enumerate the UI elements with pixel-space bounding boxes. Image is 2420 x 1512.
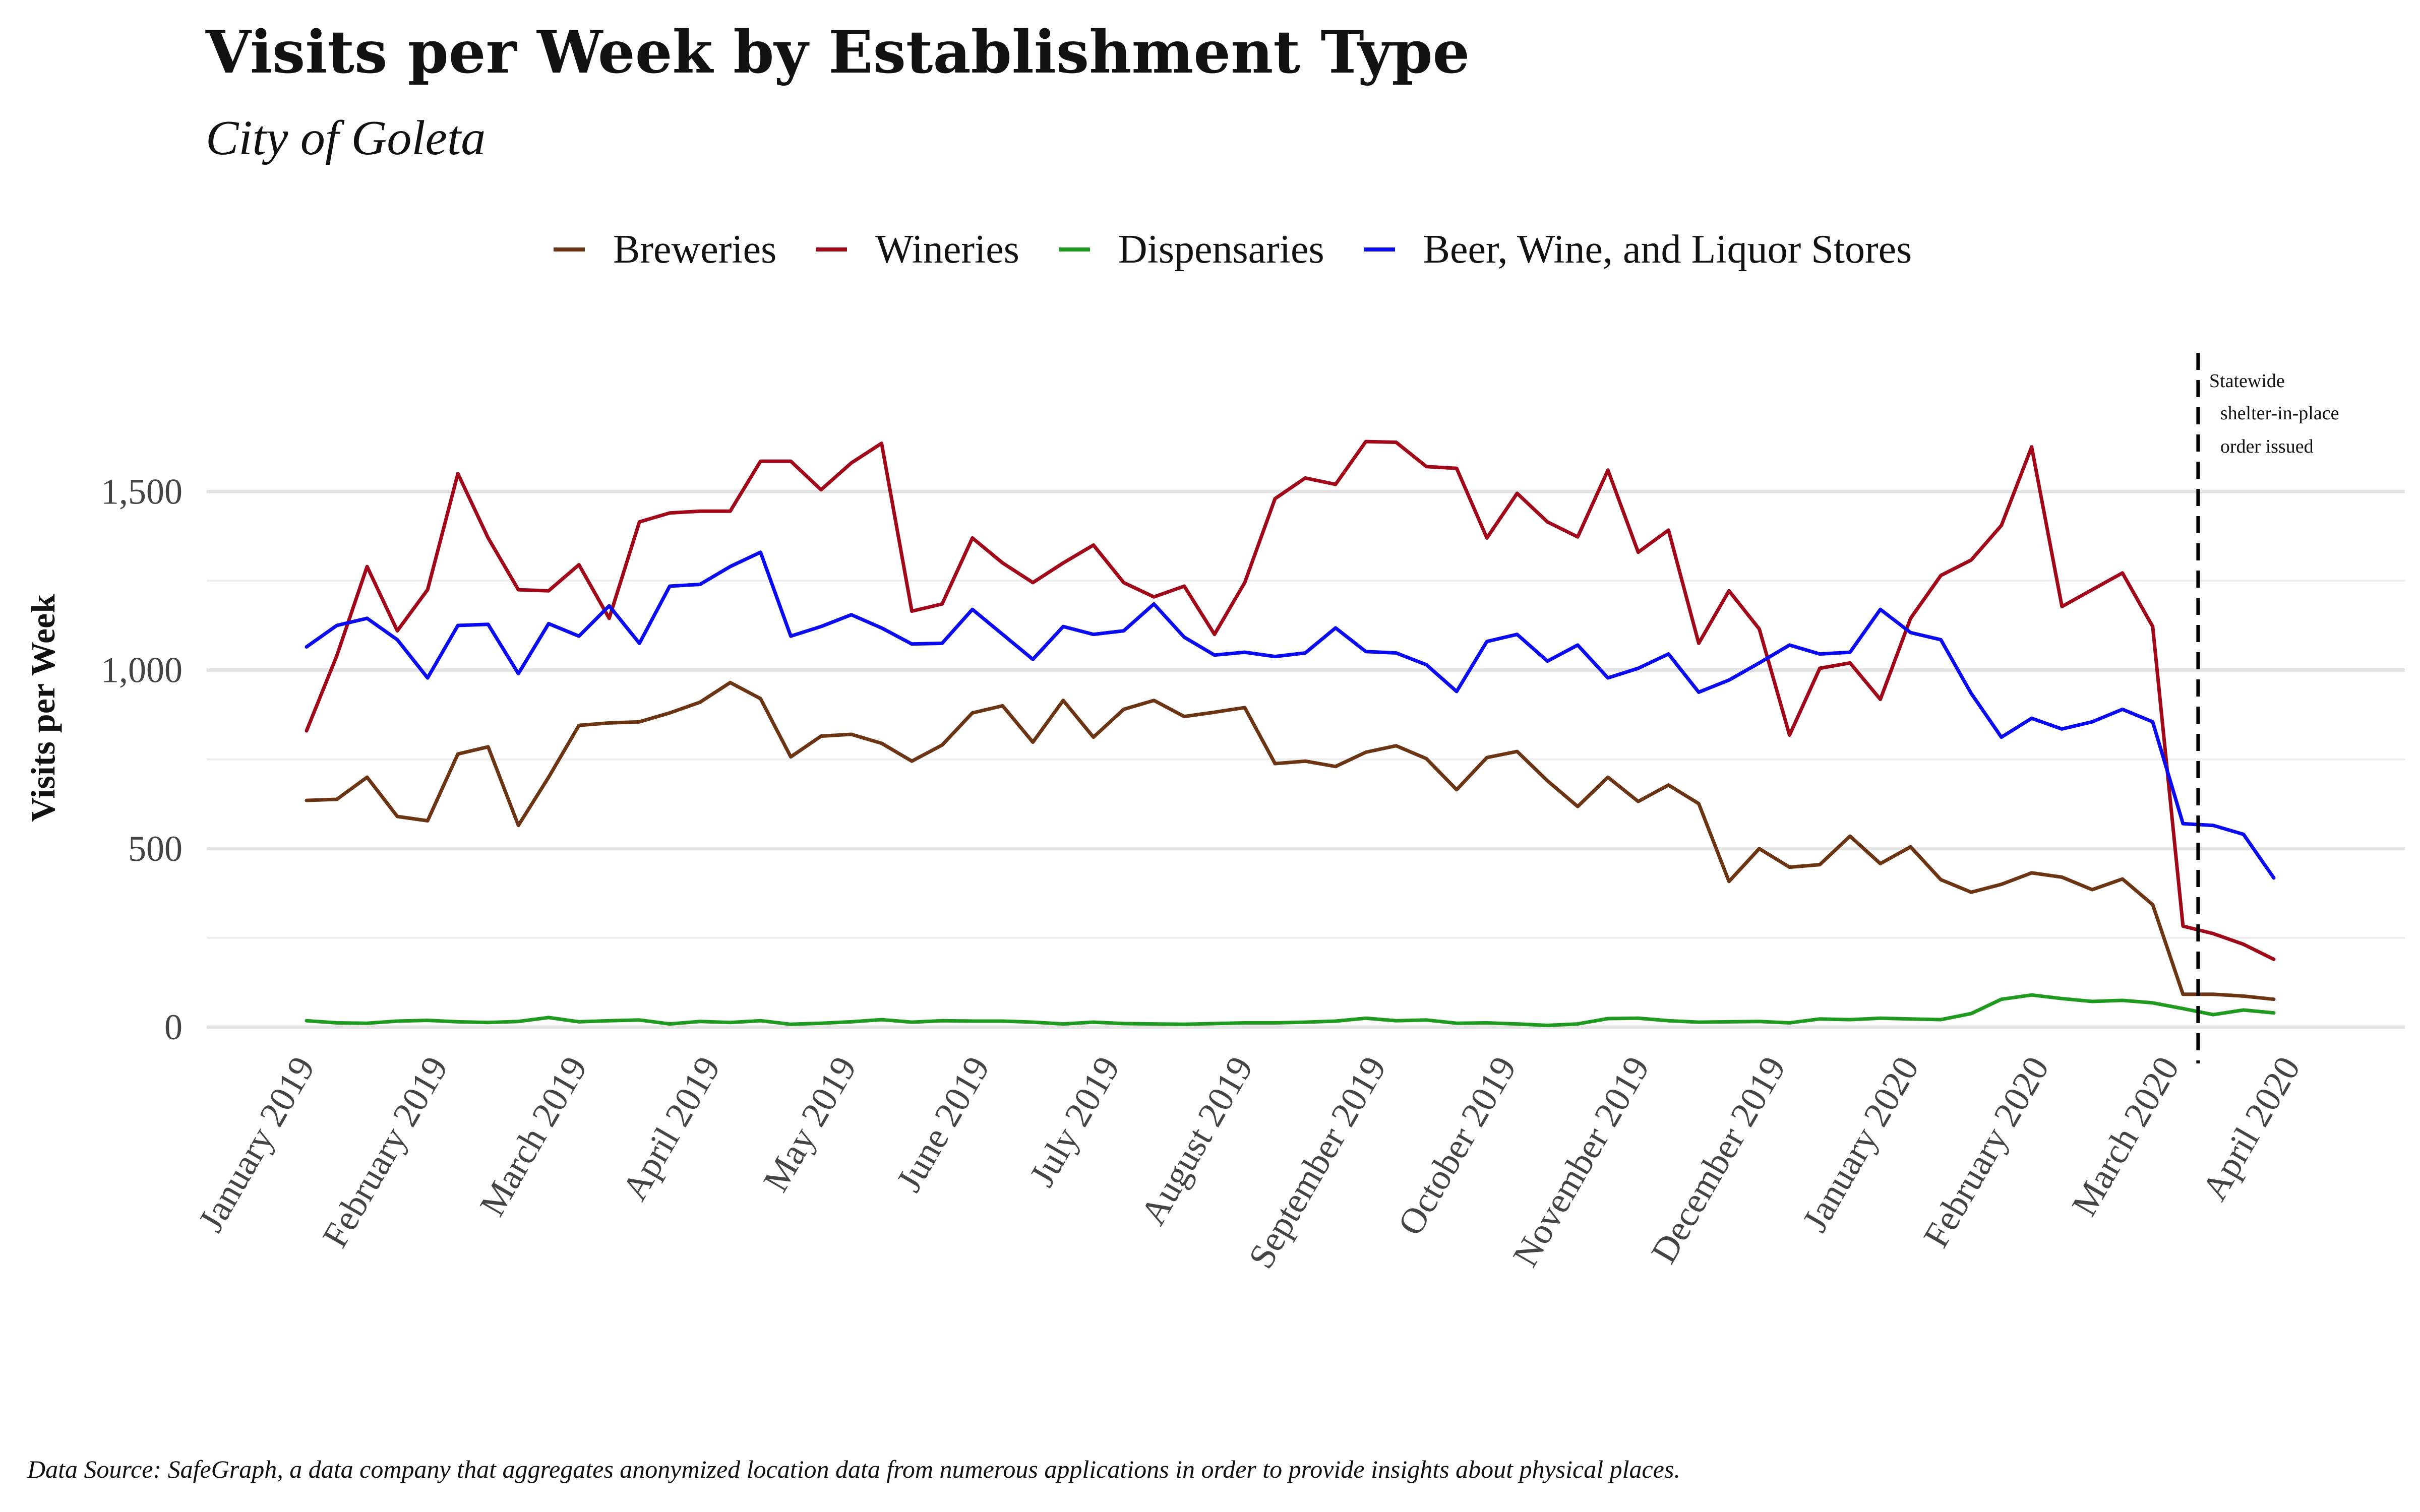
legend-item: Dispensaries	[1058, 227, 1324, 273]
x-tick-label: January 2020	[1794, 1050, 1926, 1238]
data-source-caption: Data Source: SafeGraph, a data company t…	[27, 1455, 1680, 1483]
legend-label: Dispensaries	[1118, 227, 1324, 272]
y-tick-label: 1,500	[101, 471, 183, 512]
x-tick-label: July 2019	[1021, 1050, 1127, 1193]
legend-label: Beer, Wine, and Liquor Stores	[1423, 227, 1912, 272]
legend-item: Wineries	[816, 227, 1019, 273]
gridlines	[207, 489, 2405, 1029]
x-tick-label: September 2019	[1241, 1050, 1394, 1275]
shelter-in-place-annotation: Statewide shelter-in-place order issued	[2196, 353, 2344, 1063]
legend-label: Breweries	[613, 227, 777, 272]
series-line-breweries	[305, 680, 2276, 1001]
x-tick-label: March 2019	[472, 1050, 595, 1223]
chart-subtitle: City of Goleta	[206, 111, 486, 165]
series-line-dispensaries	[305, 993, 2276, 1027]
legend-swatch	[554, 247, 585, 251]
svg-text:Statewide shelter-in-pla: Statewide shelter-in-place order issued	[2209, 370, 2344, 457]
legend-item: Beer, Wine, and Liquor Stores	[1363, 227, 1912, 273]
x-tick-label: August 2019	[1132, 1050, 1260, 1231]
x-tick-label: March 2020	[2064, 1050, 2187, 1223]
x-tick-label: May 2019	[755, 1050, 864, 1199]
legend: Breweries Wineries Dispensaries Beer, Wine,…	[554, 222, 1951, 277]
y-tick-label: 0	[164, 1007, 183, 1047]
x-tick-label: January 2019	[191, 1050, 323, 1238]
y-axis: 0 500 1,000 1,500	[101, 471, 183, 1047]
x-tick-label: February 2020	[1915, 1050, 2056, 1254]
y-tick-label: 500	[128, 829, 183, 869]
chart-title: Visits per Week by Establishment Type	[206, 18, 1470, 87]
legend-item: Breweries	[554, 227, 776, 273]
x-tick-label: June 2019	[888, 1050, 997, 1199]
x-tick-label: December 2019	[1643, 1050, 1793, 1270]
x-tick-label: October 2019	[1390, 1050, 1524, 1242]
x-tick-label: April 2019	[614, 1050, 728, 1207]
annotation-line-3: order issued	[2220, 436, 2314, 457]
legend-swatch	[1363, 247, 1395, 251]
x-tick-label: February 2019	[315, 1050, 456, 1254]
legend-swatch	[1058, 247, 1090, 251]
series-line-wineries	[305, 439, 2276, 961]
series-lines	[305, 439, 2276, 1027]
legend-swatch	[816, 247, 848, 251]
annotation-line-2: shelter-in-place	[2220, 403, 2339, 424]
x-tick-label: April 2020	[2194, 1050, 2308, 1207]
legend-label: Wineries	[875, 227, 1019, 272]
annotation-line-1: Statewide	[2209, 370, 2285, 392]
y-tick-label: 1,000	[101, 650, 183, 690]
series-line-beer-wine-and-liquor-stores	[305, 550, 2276, 880]
x-tick-label: November 2019	[1505, 1050, 1657, 1273]
y-axis-title: Visits per Week	[24, 594, 62, 822]
